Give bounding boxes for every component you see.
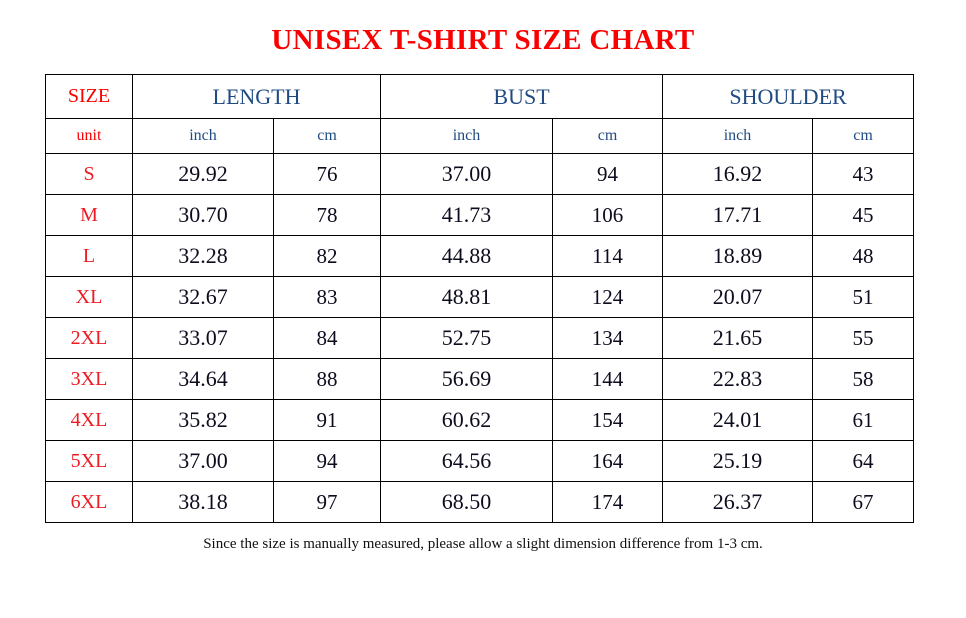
cell-bust-inch: 41.73 <box>380 194 554 236</box>
cell-size: 2XL <box>45 317 133 359</box>
table-row: S 29.92 76 37.00 94 16.92 43 <box>45 153 915 195</box>
table-row: 6XL 38.18 97 68.50 174 26.37 67 <box>45 481 915 523</box>
cell-bust-inch: 44.88 <box>380 235 554 277</box>
cell-shoulder-cm: 43 <box>812 153 915 195</box>
cell-length-inch: 30.70 <box>132 194 274 236</box>
cell-shoulder-inch: 21.65 <box>662 317 814 359</box>
table-row: 5XL 37.00 94 64.56 164 25.19 64 <box>45 440 915 482</box>
column-header-shoulder: SHOULDER <box>662 74 915 119</box>
cell-bust-inch: 68.50 <box>380 481 554 523</box>
table-row: L 32.28 82 44.88 114 18.89 48 <box>45 235 915 277</box>
unit-header-shoulder-cm: cm <box>812 118 915 154</box>
cell-shoulder-cm: 45 <box>812 194 915 236</box>
cell-length-cm: 76 <box>272 153 382 195</box>
cell-bust-inch: 60.62 <box>380 399 554 441</box>
cell-size: S <box>45 153 133 195</box>
page-title: UNISEX T-SHIRT SIZE CHART <box>271 24 695 56</box>
cell-bust-cm: 144 <box>552 358 664 400</box>
cell-size: 5XL <box>45 440 133 482</box>
cell-length-inch: 35.82 <box>132 399 274 441</box>
cell-shoulder-inch: 16.92 <box>662 153 814 195</box>
cell-size: 3XL <box>45 358 133 400</box>
cell-length-cm: 97 <box>272 481 382 523</box>
unit-header-length-cm: cm <box>272 118 382 154</box>
cell-length-inch: 32.67 <box>132 276 274 318</box>
cell-length-cm: 78 <box>272 194 382 236</box>
cell-length-inch: 33.07 <box>132 317 274 359</box>
cell-shoulder-cm: 61 <box>812 399 915 441</box>
cell-bust-cm: 94 <box>552 153 664 195</box>
cell-size: 6XL <box>45 481 133 523</box>
cell-shoulder-inch: 24.01 <box>662 399 814 441</box>
cell-bust-cm: 106 <box>552 194 664 236</box>
cell-length-inch: 32.28 <box>132 235 274 277</box>
table-body: S 29.92 76 37.00 94 16.92 43 M 30.70 78 … <box>45 153 915 523</box>
unit-header-bust-inch: inch <box>380 118 554 154</box>
cell-bust-inch: 52.75 <box>380 317 554 359</box>
cell-shoulder-cm: 55 <box>812 317 915 359</box>
cell-length-inch: 38.18 <box>132 481 274 523</box>
cell-length-cm: 83 <box>272 276 382 318</box>
cell-bust-cm: 134 <box>552 317 664 359</box>
cell-bust-cm: 164 <box>552 440 664 482</box>
table-row: XL 32.67 83 48.81 124 20.07 51 <box>45 276 915 318</box>
table-row: M 30.70 78 41.73 106 17.71 45 <box>45 194 915 236</box>
cell-size: M <box>45 194 133 236</box>
unit-header-size: unit <box>45 118 133 154</box>
cell-bust-cm: 114 <box>552 235 664 277</box>
cell-bust-inch: 37.00 <box>380 153 554 195</box>
cell-shoulder-cm: 51 <box>812 276 915 318</box>
cell-length-inch: 37.00 <box>132 440 274 482</box>
unit-header-shoulder-inch: inch <box>662 118 814 154</box>
cell-bust-cm: 174 <box>552 481 664 523</box>
cell-shoulder-inch: 26.37 <box>662 481 814 523</box>
cell-shoulder-inch: 18.89 <box>662 235 814 277</box>
cell-bust-inch: 64.56 <box>380 440 554 482</box>
cell-length-cm: 91 <box>272 399 382 441</box>
cell-length-inch: 34.64 <box>132 358 274 400</box>
size-chart-table: SIZE LENGTH BUST SHOULDER unit inch cm i… <box>45 74 915 523</box>
cell-length-cm: 94 <box>272 440 382 482</box>
cell-length-cm: 88 <box>272 358 382 400</box>
cell-length-cm: 84 <box>272 317 382 359</box>
cell-bust-cm: 124 <box>552 276 664 318</box>
column-header-bust: BUST <box>380 74 664 119</box>
unit-header-row: unit inch cm inch cm inch cm <box>45 118 915 154</box>
cell-shoulder-inch: 20.07 <box>662 276 814 318</box>
table-row: 3XL 34.64 88 56.69 144 22.83 58 <box>45 358 915 400</box>
cell-bust-cm: 154 <box>552 399 664 441</box>
table-row: 4XL 35.82 91 60.62 154 24.01 61 <box>45 399 915 441</box>
cell-length-inch: 29.92 <box>132 153 274 195</box>
column-header-size: SIZE <box>45 74 133 119</box>
cell-size: L <box>45 235 133 277</box>
column-header-length: LENGTH <box>131 74 382 119</box>
measurement-disclaimer: Since the size is manually measured, ple… <box>203 536 763 552</box>
cell-shoulder-cm: 58 <box>812 358 915 400</box>
table-row: 2XL 33.07 84 52.75 134 21.65 55 <box>45 317 915 359</box>
cell-size: 4XL <box>45 399 133 441</box>
cell-shoulder-inch: 22.83 <box>662 358 814 400</box>
table-header: SIZE LENGTH BUST SHOULDER unit inch cm i… <box>45 74 915 154</box>
unit-header-length-inch: inch <box>132 118 274 154</box>
cell-length-cm: 82 <box>272 235 382 277</box>
cell-shoulder-inch: 25.19 <box>662 440 814 482</box>
cell-size: XL <box>45 276 133 318</box>
cell-shoulder-inch: 17.71 <box>662 194 814 236</box>
unit-header-bust-cm: cm <box>552 118 664 154</box>
cell-bust-inch: 48.81 <box>380 276 554 318</box>
cell-shoulder-cm: 67 <box>812 481 915 523</box>
cell-bust-inch: 56.69 <box>380 358 554 400</box>
cell-shoulder-cm: 64 <box>812 440 915 482</box>
group-header-row: SIZE LENGTH BUST SHOULDER <box>45 74 915 119</box>
cell-shoulder-cm: 48 <box>812 235 915 277</box>
